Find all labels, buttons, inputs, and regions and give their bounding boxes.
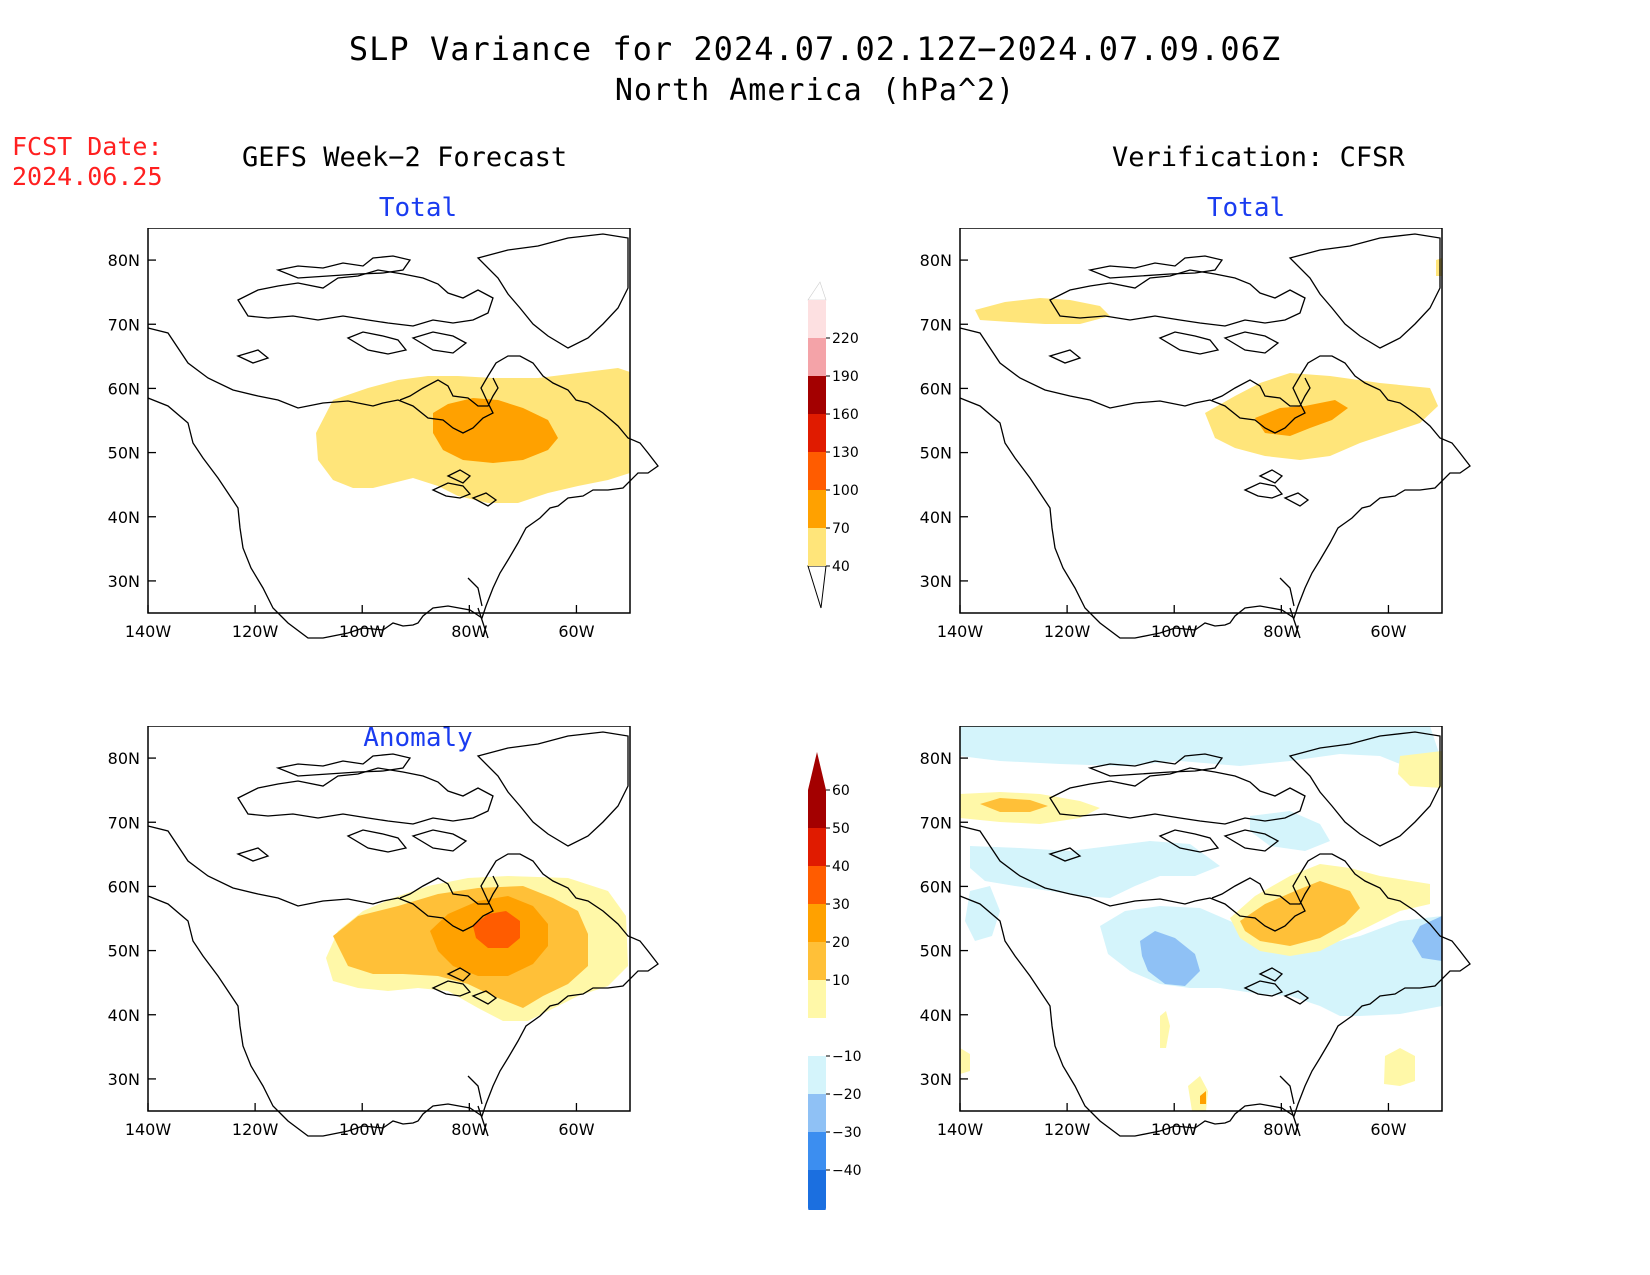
cbar-lower-extension: [808, 1208, 826, 1210]
cbar-segment: [808, 528, 826, 566]
cbar-segment: [808, 866, 826, 904]
forecast-anomaly-map: [147, 726, 659, 1137]
cbar-label: −40: [832, 1163, 862, 1179]
cbar-label: 40: [832, 559, 850, 575]
verification-total-shading: [975, 258, 1442, 460]
neg-10-arctic: [960, 726, 1440, 768]
cbar-label: −10: [832, 1049, 862, 1065]
cbar-segment: [808, 828, 826, 866]
cbar-segment: [808, 338, 826, 376]
forecast-anomaly-shading: [326, 876, 628, 1021]
panel-title-forecast-total: Total: [378, 193, 458, 223]
pos-20-30-arctic: [980, 798, 1048, 812]
contour-40-50: [473, 911, 520, 948]
cbar-label: 100: [832, 483, 859, 499]
cbar-segment: [808, 1170, 826, 1208]
anomaly-colorbar: −40 −30 −20 −10 10 20 30 40 50 60: [808, 752, 862, 1210]
cbar-segment: [808, 414, 826, 452]
contour-40-70-arctic: [975, 298, 1110, 324]
cbar-segment: [808, 904, 826, 942]
cbar-lower-extension: [807, 565, 827, 609]
cbar-label: 20: [832, 935, 850, 951]
cbar-segment: [808, 1094, 826, 1132]
figure-subtitle: North America (hPa^2): [614, 73, 1016, 108]
pos-10-20-small4: [960, 1048, 970, 1074]
cbar-label: 190: [832, 369, 859, 385]
contour-40-70-corner: [1436, 258, 1442, 276]
cbar-upper-extension: [808, 752, 826, 790]
cbar-segment: [808, 452, 826, 490]
cbar-label: 160: [832, 407, 859, 423]
neg-20-30-plains: [1140, 931, 1200, 986]
neg-10-main: [1100, 906, 1442, 1016]
verification-anomaly-map: [959, 726, 1471, 1137]
neg-10-baffin: [1250, 811, 1330, 851]
cbar-label: −30: [832, 1125, 862, 1141]
cbar-label: 60: [832, 783, 850, 799]
cbar-segment: [808, 1132, 826, 1170]
fcst-label: FCST Date:: [12, 132, 163, 161]
cbar-label: 10: [832, 973, 850, 989]
figure-title: SLP Variance for 2024.07.02.12Z−2024.07.…: [348, 30, 1282, 68]
cbar-label: 40: [832, 859, 850, 875]
cbar-label: 30: [832, 897, 850, 913]
cbar-segment: [808, 1056, 826, 1094]
cbar-label: −20: [832, 1087, 862, 1103]
cbar-segment: [808, 376, 826, 414]
total-colorbar: 40 70 100 130 160 190 220: [807, 281, 859, 609]
left-column-heading: GEFS Week−2 Forecast: [242, 142, 568, 173]
pos-10-20-corner: [1398, 751, 1442, 788]
cbar-segment: [808, 980, 826, 1018]
cbar-label: 130: [832, 445, 859, 461]
fcst-date: 2024.06.25: [12, 162, 163, 191]
forecast-total-shading: [316, 368, 630, 503]
contour-70-100: [1255, 400, 1348, 436]
cbar-segment: [808, 1018, 826, 1056]
cbar-upper-extension: [807, 281, 827, 301]
verification-anomaly-shading: [960, 726, 1442, 1111]
cbar-label: 220: [832, 331, 859, 347]
verification-total-map: [959, 228, 1471, 639]
neg-10-mid: [970, 841, 1220, 898]
cbar-label: 50: [832, 821, 850, 837]
neg-10-west: [965, 886, 1000, 941]
cbar-segment: [808, 300, 826, 338]
pos-10-20-small2: [1384, 1048, 1415, 1086]
forecast-total-map: [147, 228, 659, 639]
panel-title-forecast-anomaly: Anomaly: [363, 723, 473, 753]
pos-20-30-small: [1200, 1091, 1206, 1104]
panel-title-verification-total: Total: [1206, 193, 1286, 223]
contour-70-100: [433, 398, 558, 463]
right-column-heading: Verification: CFSR: [1112, 142, 1405, 173]
cbar-segment: [808, 790, 826, 828]
neg-20-30-east: [1412, 916, 1442, 961]
cbar-segment: [808, 942, 826, 980]
cbar-label: 70: [832, 521, 850, 537]
pos-10-20-small1: [1160, 1011, 1170, 1048]
cbar-segment: [808, 490, 826, 528]
